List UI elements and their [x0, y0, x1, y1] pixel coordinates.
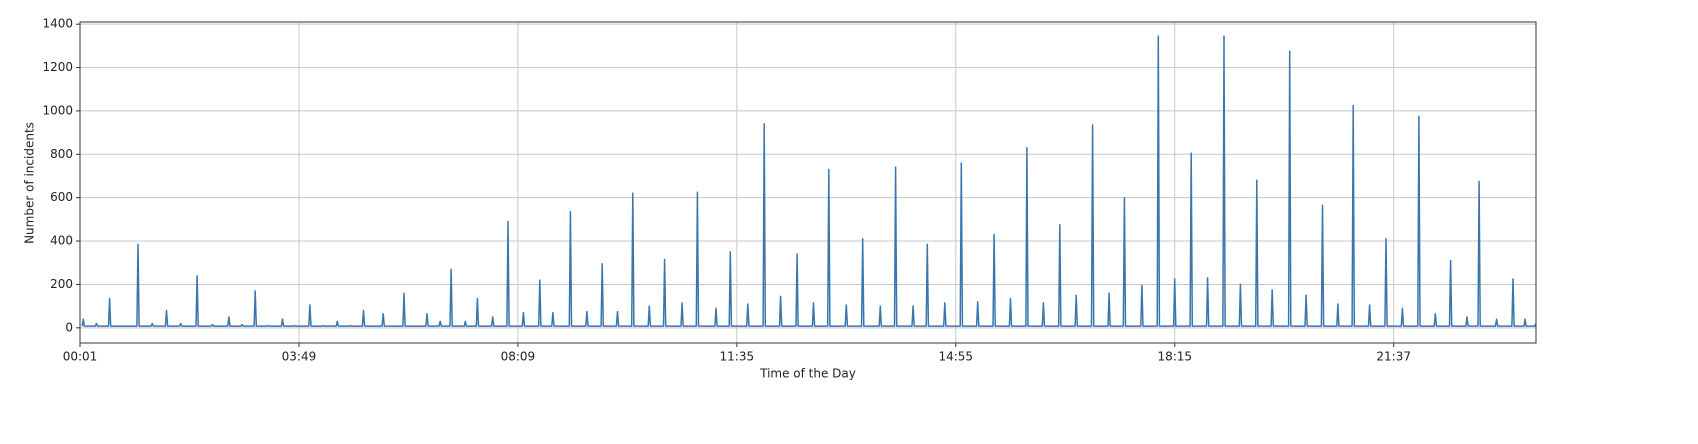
y-tick-label: 800 — [50, 147, 73, 161]
plot-frame — [79, 21, 1537, 344]
x-axis-label: Time of the Day — [759, 367, 856, 381]
y-tick-label: 200 — [50, 277, 73, 291]
y-tick-label: 400 — [50, 234, 73, 248]
y-tick-label: 1200 — [42, 60, 73, 74]
y-tick-label: 600 — [50, 190, 73, 204]
data-line — [81, 35, 1537, 327]
x-tick-label: 08:09 — [501, 350, 536, 364]
x-tick-label: 14:55 — [938, 350, 973, 364]
y-axis-label: Number of incidents — [23, 122, 37, 244]
y-tick-label: 0 — [65, 320, 73, 334]
y-tick-label: 1400 — [42, 17, 73, 31]
x-tick-label: 03:49 — [282, 350, 317, 364]
x-tick-label: 18:15 — [1157, 350, 1192, 364]
x-tick-label: 00:01 — [63, 350, 98, 364]
x-tick-label: 21:37 — [1376, 350, 1411, 364]
y-tick-label: 1000 — [42, 103, 73, 117]
x-tick-label: 11:35 — [720, 350, 755, 364]
